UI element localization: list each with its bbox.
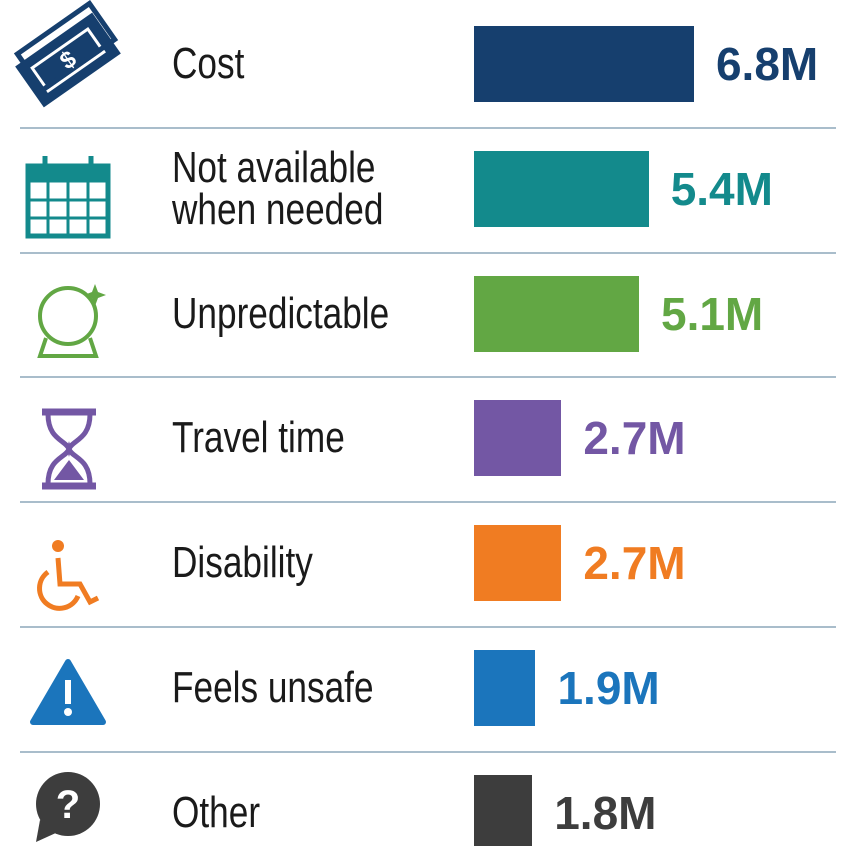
separator — [20, 251, 836, 254]
value-label: 6.8M — [715, 38, 819, 90]
question-icon: ? — [36, 772, 100, 842]
category-label: Not available when needed — [172, 142, 384, 234]
warning-icon — [30, 659, 106, 725]
value-label: 1.9M — [557, 662, 660, 714]
separator — [20, 626, 836, 628]
bar — [474, 150, 649, 227]
svg-text:?: ? — [56, 783, 80, 827]
value-label: 2.7M — [583, 412, 686, 465]
hourglass-icon — [42, 408, 96, 490]
separator — [20, 376, 836, 379]
separator — [20, 501, 836, 504]
category-label: Feels unsafe — [172, 663, 374, 712]
wheelchair-icon — [37, 540, 100, 611]
category-label: Other — [172, 787, 261, 837]
bar — [474, 774, 533, 846]
value-label: 5.1M — [660, 287, 764, 340]
bar — [474, 26, 694, 102]
category-label: Cost — [172, 39, 245, 88]
money-icon: $ — [13, 0, 121, 108]
calendar-icon — [25, 156, 111, 239]
value-label: 2.7M — [583, 537, 686, 590]
bar — [474, 275, 639, 352]
bar — [474, 650, 536, 726]
crystal-ball-icon — [37, 284, 106, 358]
category-label: Travel time — [172, 413, 345, 463]
icons: $ — [13, 0, 121, 842]
category-label: Disability — [172, 538, 313, 588]
bar — [474, 525, 562, 602]
value-label: 1.8M — [554, 786, 657, 839]
category-label: Unpredictable — [172, 288, 390, 338]
separator — [20, 750, 836, 753]
bar — [474, 400, 562, 477]
separator — [20, 126, 836, 129]
value-label: 5.4M — [670, 162, 773, 215]
